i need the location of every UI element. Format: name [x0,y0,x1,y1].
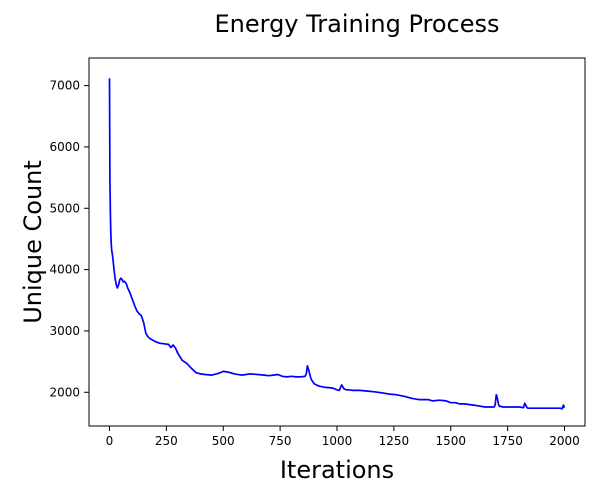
x-tick-label: 750 [269,434,292,448]
x-tick-label: 0 [106,434,114,448]
y-tick-label: 3000 [49,324,80,338]
chart-title: Energy Training Process [214,10,499,38]
y-tick-label: 2000 [49,385,80,399]
x-tick-label: 500 [212,434,235,448]
y-tick-label: 5000 [49,201,80,215]
x-tick-label: 1250 [379,434,410,448]
x-tick-label: 1000 [322,434,353,448]
x-axis-label: Iterations [280,456,394,484]
y-axis-label: Unique Count [19,160,47,324]
x-tick-label: 1500 [435,434,466,448]
y-tick-label: 7000 [49,79,80,93]
y-tick-label: 6000 [49,140,80,154]
x-tick-label: 1750 [492,434,523,448]
x-tick-label: 2000 [549,434,580,448]
y-tick-label: 4000 [49,263,80,277]
x-tick-label: 250 [155,434,178,448]
